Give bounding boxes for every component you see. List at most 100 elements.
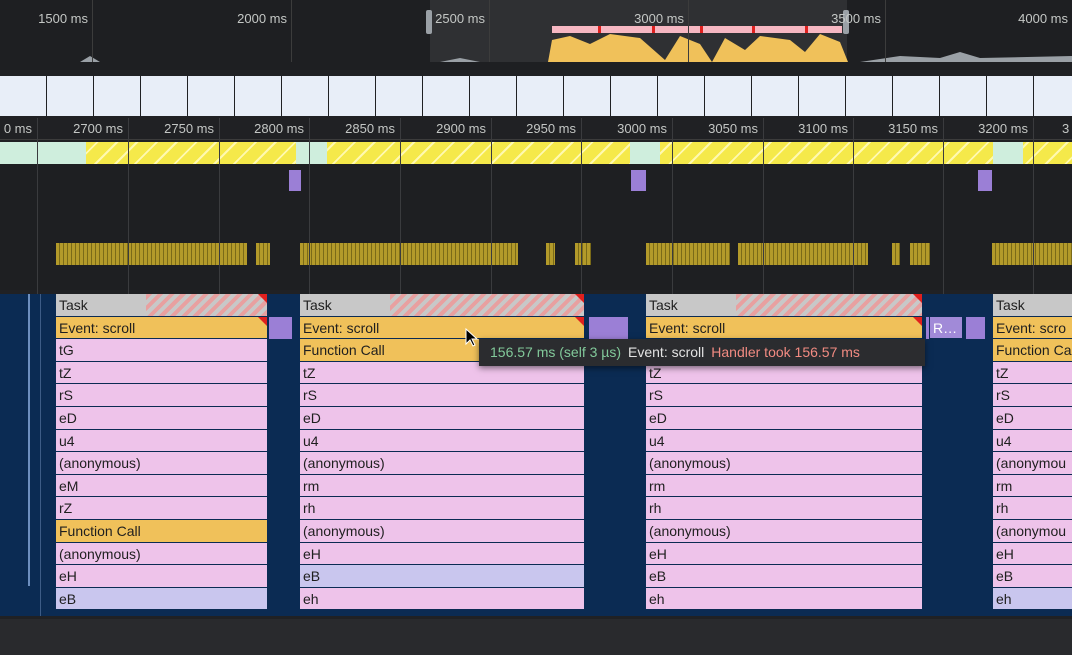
flame-entry[interactable]: eD xyxy=(646,407,923,430)
flame-entry[interactable]: u4 xyxy=(300,429,585,453)
flame-entry[interactable]: eH xyxy=(56,565,268,588)
ruler-tick: 3050 ms xyxy=(708,121,758,136)
flame-entry[interactable]: eh xyxy=(993,587,1072,611)
activity-bar xyxy=(300,243,518,265)
frame-idle xyxy=(993,142,1023,164)
ruler-grid xyxy=(763,118,764,294)
activity-bar xyxy=(546,243,555,265)
flame-entry[interactable]: tZ xyxy=(993,361,1072,385)
flame-entry[interactable]: rS xyxy=(56,384,268,407)
overview-grid xyxy=(885,0,886,62)
tooltip: 156.57 ms (self 3 µs) Event: scroll Handle… xyxy=(479,339,925,366)
ruler-tick: 3100 ms xyxy=(798,121,848,136)
flame-entry[interactable]: (anonymous) xyxy=(300,520,585,543)
flame-entry[interactable]: tG xyxy=(56,339,268,362)
mouse-cursor xyxy=(465,328,479,347)
long-task-flag xyxy=(575,294,584,303)
long-task-flag xyxy=(258,316,267,326)
ruler-tick: 2750 ms xyxy=(164,121,214,136)
overview-grid xyxy=(489,0,490,62)
event-chunk xyxy=(589,316,629,340)
flame-entry[interactable]: tZ xyxy=(56,361,268,385)
flame-entry[interactable]: rZ xyxy=(56,497,268,520)
overview-tick: 4000 ms xyxy=(1018,11,1068,26)
flame-entry[interactable]: Task xyxy=(646,294,923,317)
tracks xyxy=(0,164,1072,290)
flame-entry[interactable]: rm xyxy=(300,474,585,498)
flame-entry[interactable]: Task xyxy=(993,294,1072,317)
tooltip-warning: Handler took 156.57 ms xyxy=(711,344,860,360)
flame-entry[interactable]: eB xyxy=(56,587,268,611)
ruler-grid xyxy=(491,118,492,294)
flame-entry[interactable]: Function Call xyxy=(56,520,268,543)
activity-bar xyxy=(56,243,247,265)
flame-entry[interactable]: rS xyxy=(300,384,585,407)
flame-entry[interactable]: rS xyxy=(646,384,923,407)
ruler-tick: 2900 ms xyxy=(436,121,486,136)
frames-track xyxy=(0,142,1072,164)
flame-entry[interactable]: eH xyxy=(300,542,585,566)
flame-entry[interactable]: (anonymous) xyxy=(646,520,923,543)
frame-idle xyxy=(630,142,660,164)
ruler-tick: 2800 ms xyxy=(254,121,304,136)
flame-entry[interactable]: eM xyxy=(56,474,268,498)
flame-entry[interactable]: rS xyxy=(993,384,1072,407)
ruler-grid xyxy=(128,118,129,294)
ruler-grid xyxy=(400,118,401,294)
ruler-tick: 2850 ms xyxy=(345,121,395,136)
flame-entry[interactable]: eB xyxy=(300,565,585,588)
flame-entry[interactable]: rh xyxy=(300,497,585,520)
overview-grid xyxy=(92,0,93,62)
ruler-tick: 2950 ms xyxy=(526,121,576,136)
ruler-grid xyxy=(309,118,310,294)
flame-entry[interactable]: Task xyxy=(56,294,268,317)
thin-event xyxy=(40,294,41,616)
flame-entry[interactable]: eD xyxy=(993,407,1072,430)
flame-entry[interactable]: Event: scroll xyxy=(56,316,268,340)
flame-entry[interactable]: (anonymous) xyxy=(56,452,268,475)
flame-entry[interactable]: eh xyxy=(646,587,923,611)
ruler-grid xyxy=(1033,118,1034,294)
event-marker xyxy=(289,170,301,191)
flame-entry[interactable]: rm xyxy=(993,474,1072,498)
tooltip-event: Event: scroll xyxy=(628,344,705,360)
flame-entry[interactable]: Task xyxy=(300,294,585,317)
event-marker xyxy=(631,170,646,191)
flame-entry[interactable]: eB xyxy=(646,565,923,588)
flame-entry[interactable]: tZ xyxy=(646,361,923,385)
flame-entry[interactable]: (anonymous) xyxy=(300,452,585,475)
flame-entry[interactable]: Event: scro xyxy=(993,316,1072,340)
flame-entry[interactable]: rh xyxy=(993,497,1072,520)
ruler-tick: 3000 ms xyxy=(617,121,667,136)
flame-entry[interactable]: Function Ca xyxy=(993,339,1072,362)
flame-entry[interactable]: u4 xyxy=(56,429,268,453)
flame-entry[interactable]: tZ xyxy=(300,361,585,385)
flame-entry[interactable]: eD xyxy=(56,407,268,430)
flame-entry[interactable]: u4 xyxy=(646,429,923,453)
flame-entry[interactable]: (anonymou xyxy=(993,452,1072,475)
ruler-tick: 3200 ms xyxy=(978,121,1028,136)
flame-entry[interactable]: (anonymous) xyxy=(56,542,268,566)
flame-entry[interactable]: eh xyxy=(300,587,585,611)
flame-entry[interactable]: eD xyxy=(300,407,585,430)
flame-entry[interactable]: (anonymous) xyxy=(646,452,923,475)
flame-entry[interactable]: eH xyxy=(993,542,1072,566)
event-chunk xyxy=(926,316,930,340)
flame-entry[interactable]: R… xyxy=(930,316,963,340)
flame-entry[interactable]: rm xyxy=(646,474,923,498)
ruler-tick: 0 ms xyxy=(3,121,32,136)
flame-entry[interactable]: eB xyxy=(993,565,1072,588)
overview-tick: 2000 ms xyxy=(237,11,287,26)
frame-idle xyxy=(296,142,327,164)
bottom-panel xyxy=(0,619,1072,655)
flame-entry[interactable]: eH xyxy=(646,542,923,566)
flame-entry[interactable]: u4 xyxy=(993,429,1072,453)
flame-entry[interactable]: Event: scroll xyxy=(646,316,923,340)
frame-idle xyxy=(0,142,86,164)
time-ruler xyxy=(0,118,1072,140)
flame-entry[interactable]: rh xyxy=(646,497,923,520)
flame-entry[interactable]: (anonymou xyxy=(993,520,1072,543)
flame-entry[interactable]: Event: scroll xyxy=(300,316,585,340)
overview-tick: 3000 ms xyxy=(634,11,684,26)
